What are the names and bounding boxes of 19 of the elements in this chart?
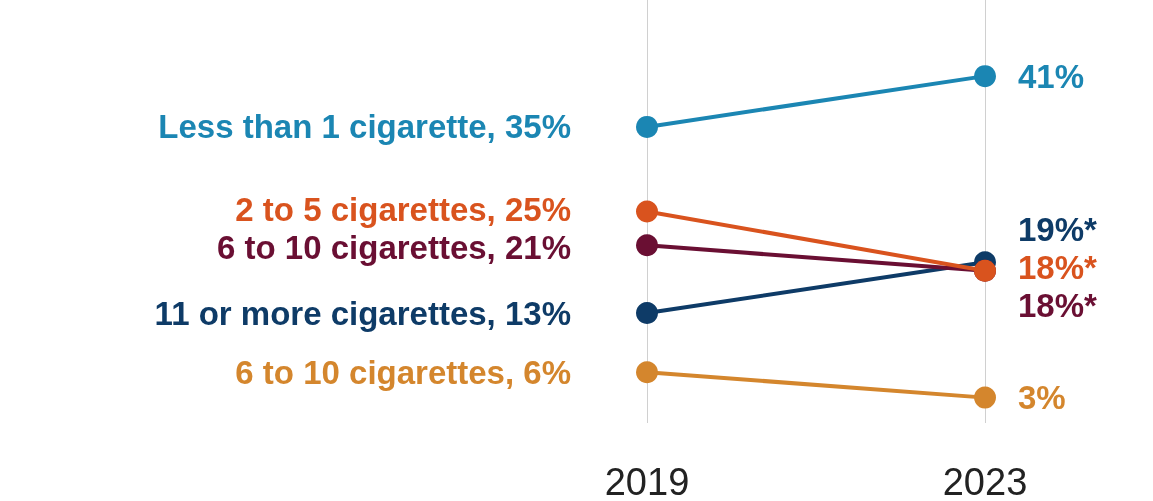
point	[974, 65, 996, 88]
point	[974, 386, 996, 409]
x-tick-label: 2019	[604, 461, 690, 501]
point	[636, 200, 658, 223]
data-label: 18%*	[1018, 249, 1098, 287]
data-label: 41%	[1018, 57, 1085, 95]
text: 2 to 5 cigarettes, 25%	[235, 190, 571, 228]
x-tick-label: 2023	[942, 461, 1028, 501]
data-label: 3%	[1018, 379, 1066, 417]
point	[636, 234, 658, 257]
data-label: 19%*	[1018, 211, 1098, 249]
point	[636, 115, 658, 138]
text: 6 to 10 cigarettes, 6%	[235, 353, 571, 391]
text: 11 or more cigarettes, 13%	[154, 294, 571, 332]
text: 6 to 10 cigarettes, 21%	[216, 228, 571, 266]
point	[636, 361, 658, 384]
data-label: 18%*	[1018, 287, 1098, 325]
text: Less than 1 cigarette, 35%	[158, 108, 571, 146]
point	[636, 302, 658, 325]
